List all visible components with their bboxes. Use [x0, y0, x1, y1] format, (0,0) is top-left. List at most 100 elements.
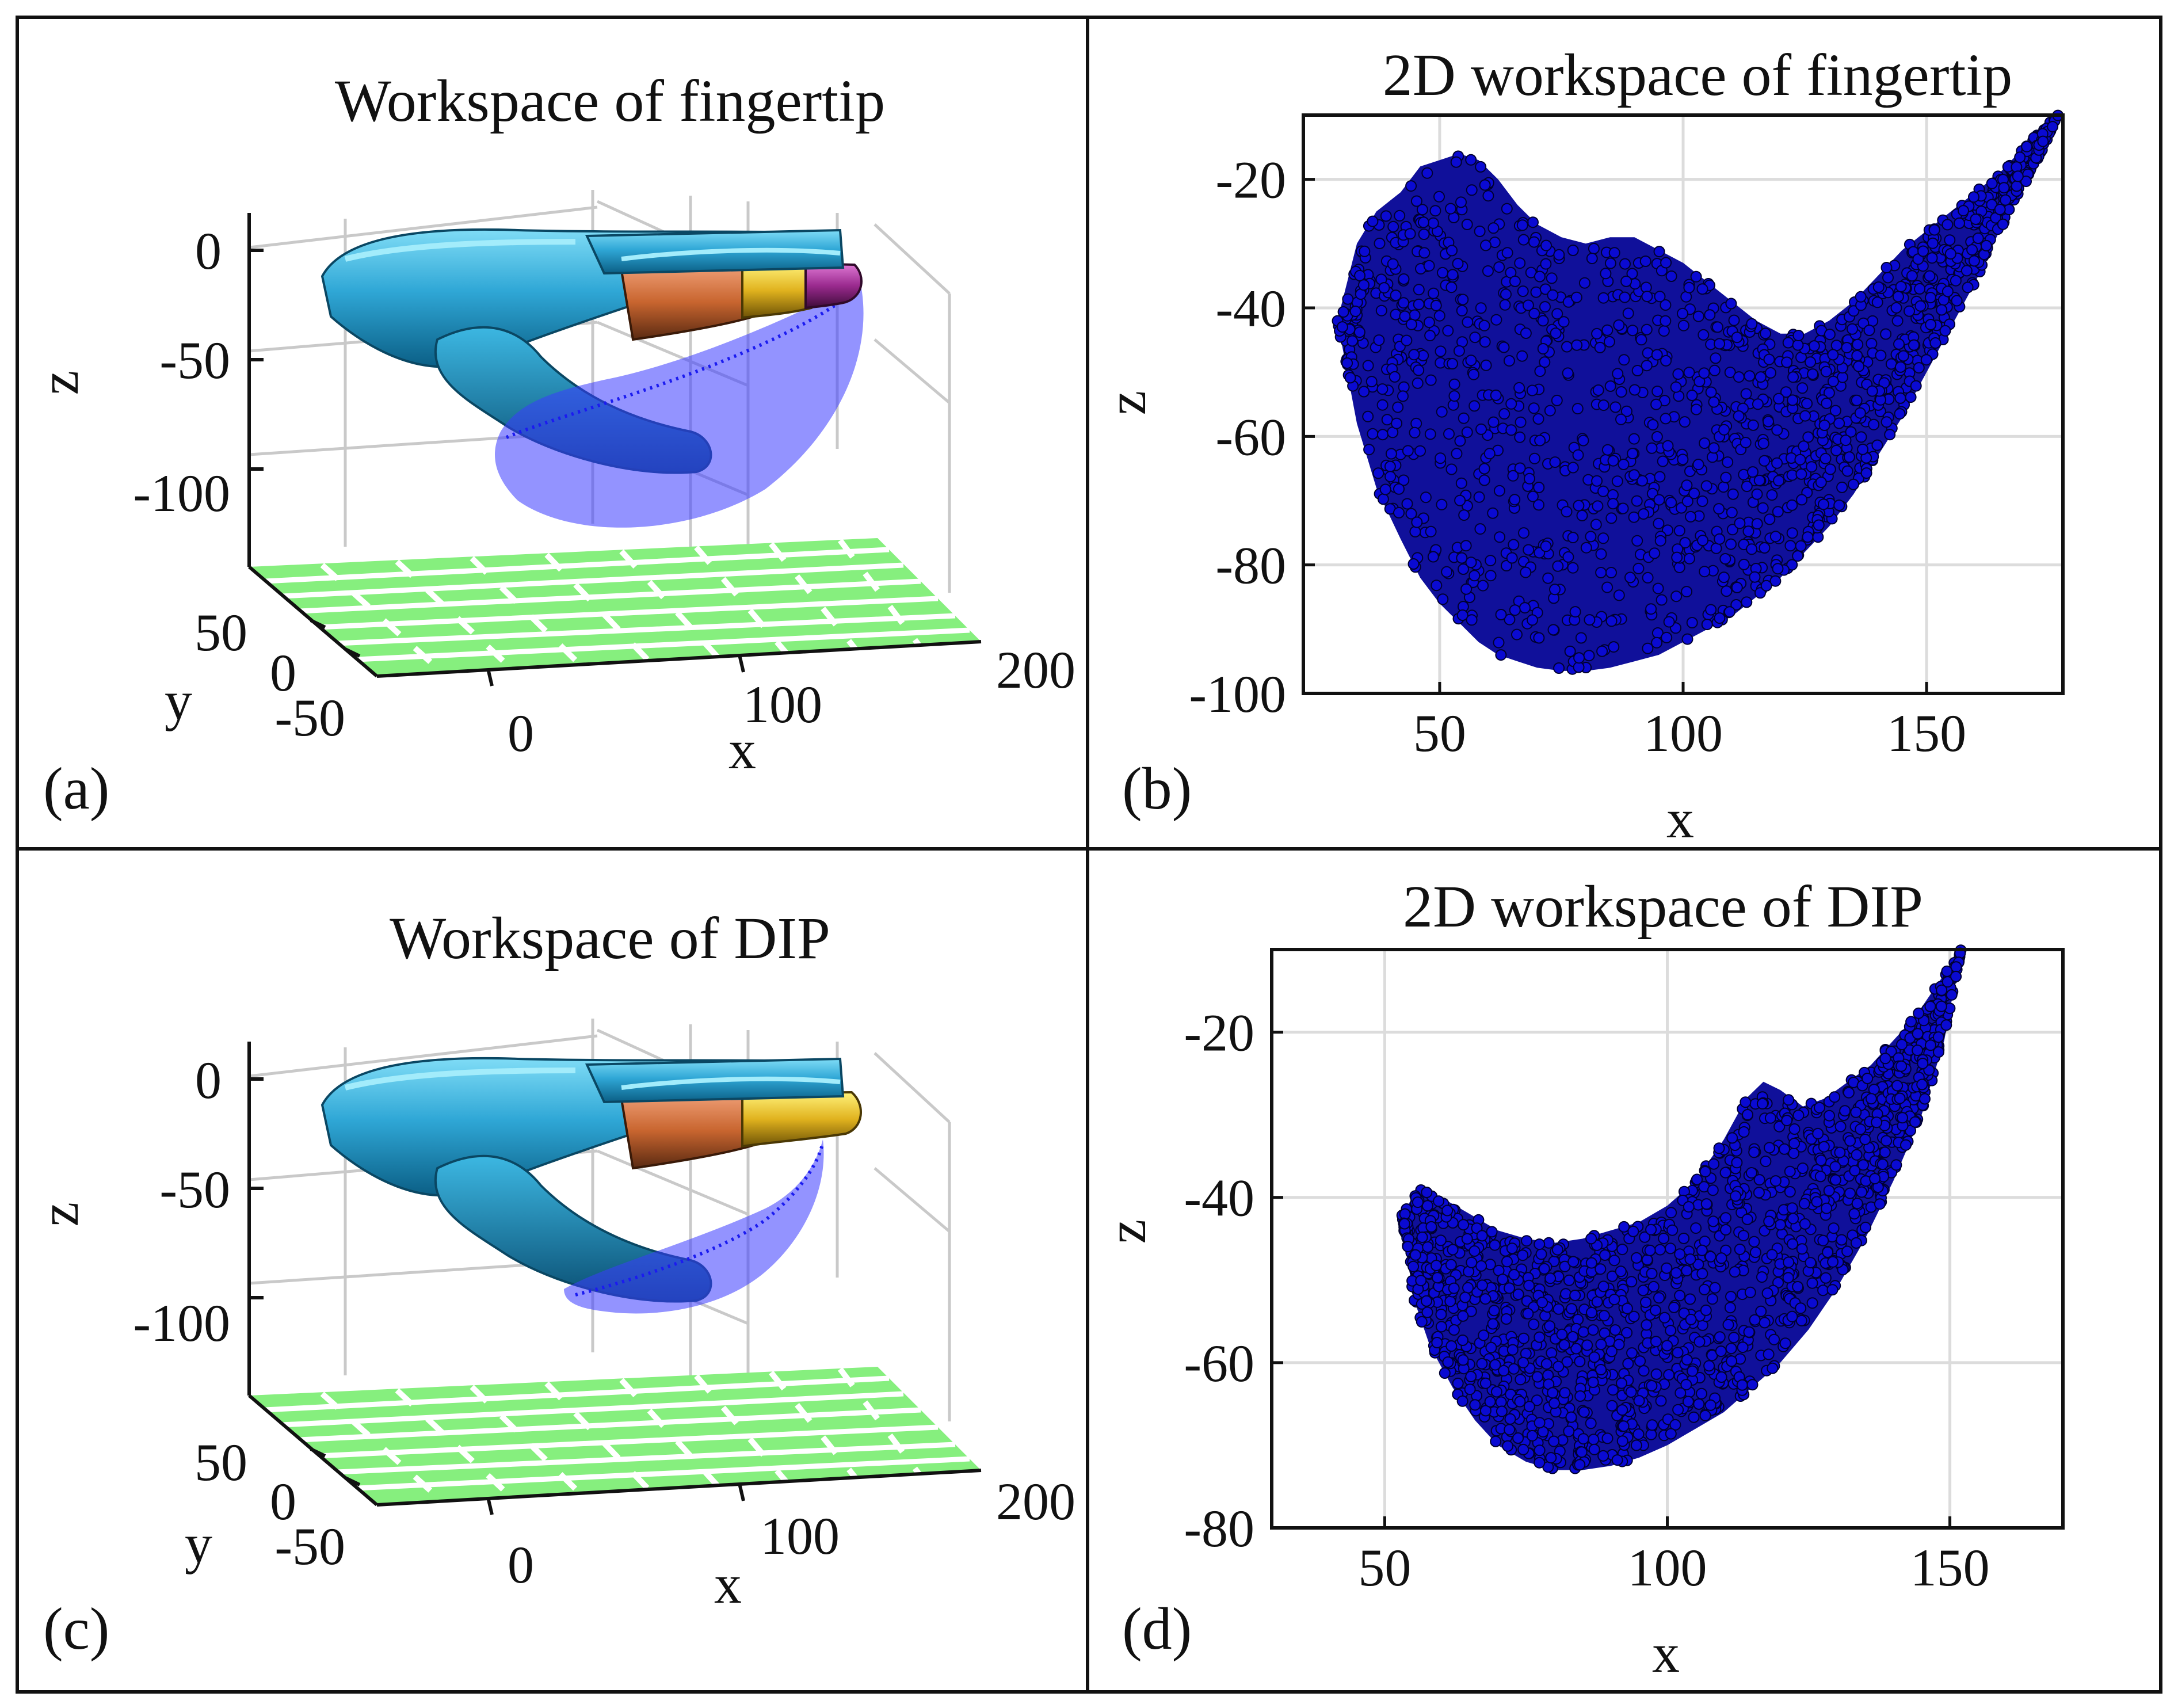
scatter-point	[1941, 219, 1954, 231]
scatter-point	[1731, 1157, 1743, 1169]
scatter-point	[1917, 1058, 1929, 1069]
scatter-point	[1708, 364, 1721, 376]
scatter-point	[1613, 1339, 1625, 1351]
scatter-point	[1397, 390, 1409, 402]
scatter-point	[1476, 1230, 1488, 1242]
scatter-point	[1404, 228, 1416, 240]
scatter-point	[1954, 217, 1965, 229]
scatter-point	[1941, 285, 1954, 298]
scatter-point	[1913, 1007, 1925, 1019]
scatter-point	[1520, 327, 1532, 339]
scatter-point	[1432, 1272, 1443, 1284]
scatter-point	[1587, 1377, 1599, 1388]
scatter-point	[1496, 1405, 1508, 1417]
scatter-point	[1894, 392, 1906, 404]
scatter-point	[1696, 283, 1708, 295]
scatter-point	[1700, 480, 1712, 492]
scatter-point	[1435, 1321, 1447, 1333]
scatter-point	[1650, 1368, 1662, 1380]
scatter-point	[1660, 257, 1672, 269]
scatter-point	[1621, 1326, 1633, 1339]
scatter-point	[1807, 368, 1819, 380]
scatter-point	[1428, 287, 1440, 299]
scatter-point	[1337, 306, 1349, 318]
scatter-point	[1848, 1208, 1860, 1220]
scatter-point	[1588, 243, 1600, 254]
scatter-point	[1833, 417, 1845, 429]
scatter-point	[1475, 161, 1487, 173]
panel-c-xlabel: x	[714, 1553, 742, 1615]
scatter-point	[1514, 431, 1526, 443]
scatter-point	[1489, 1239, 1501, 1251]
scatter-point	[1813, 519, 1825, 531]
scatter-point	[1522, 1307, 1534, 1320]
scatter-point	[1486, 1226, 1498, 1238]
scatter-point	[1932, 1031, 1944, 1043]
scatter-point	[1611, 475, 1623, 487]
scatter-point	[1508, 1363, 1520, 1375]
scatter-point	[1709, 1282, 1721, 1294]
scatter-point	[1500, 288, 1512, 300]
scatter-point	[1725, 1291, 1737, 1303]
scatter-point	[1634, 1355, 1646, 1367]
scatter-point	[1424, 428, 1436, 440]
panel-frame	[16, 16, 2162, 1694]
scatter-point	[1679, 537, 1691, 549]
x-tick-label-0: 50	[1358, 1538, 1411, 1597]
scatter-point	[1665, 1325, 1677, 1337]
panel-a-zlabel: z	[28, 371, 90, 395]
scatter-point	[1801, 398, 1813, 410]
scatter-point	[1820, 1272, 1832, 1284]
scatter-point	[1839, 1105, 1851, 1117]
scatter-point	[1567, 1331, 1579, 1343]
scatter-point	[1392, 401, 1404, 413]
panel-c-yticks-0: 50	[194, 1433, 247, 1492]
scatter-point	[1605, 1345, 1618, 1358]
scatter-point	[1373, 334, 1385, 346]
scatter-point	[1798, 1198, 1810, 1210]
scatter-point	[1528, 452, 1540, 464]
scatter-point	[1617, 502, 1629, 514]
scatter-point	[1924, 270, 1936, 282]
scatter-point	[1627, 1225, 1639, 1237]
y-tick-label-3: -20	[1184, 1004, 1254, 1062]
scatter-point	[1661, 631, 1673, 643]
scatter-point	[1390, 308, 1402, 321]
scatter-point	[1823, 1185, 1835, 1197]
scatter-point	[1699, 566, 1711, 578]
scatter-point	[1448, 1324, 1460, 1336]
scatter-point	[1544, 1272, 1557, 1284]
scatter-point	[1495, 649, 1507, 661]
scatter-point	[1445, 281, 1458, 293]
scatter-point	[1452, 258, 1464, 270]
scatter-point	[1455, 196, 1467, 208]
scatter-point	[1443, 428, 1455, 440]
scatter-point	[1767, 1362, 1779, 1374]
scatter-point	[1900, 1139, 1912, 1151]
scatter-point	[1824, 1110, 1835, 1122]
scatter-point	[1435, 345, 1447, 357]
scatter-point	[1588, 1351, 1600, 1363]
panel-a-title: Workspace of fingertip	[335, 68, 885, 134]
scatter-point	[1574, 1356, 1586, 1367]
scatter-point	[1477, 580, 1489, 592]
scatter-point	[1828, 1222, 1840, 1234]
scatter-point	[1362, 360, 1374, 372]
scatter-point	[1756, 1271, 1768, 1283]
panel-c-plot	[249, 1019, 981, 1515]
scatter-point	[1391, 417, 1403, 429]
scatter-point	[1484, 1396, 1496, 1408]
scatter-point	[1743, 1326, 1755, 1338]
scatter-point	[1465, 154, 1477, 166]
scatter-point	[1413, 298, 1425, 310]
scatter-point	[1784, 1186, 1796, 1198]
scatter-point	[1458, 563, 1469, 575]
scatter-point	[1665, 1207, 1677, 1219]
scatter-point	[1795, 540, 1807, 552]
scatter-point	[1607, 455, 1619, 467]
scatter-point	[1683, 1201, 1695, 1213]
scatter-point	[1714, 338, 1726, 350]
scatter-point	[1719, 553, 1731, 565]
scatter-point	[1760, 1156, 1772, 1168]
y-tick-label-2: -60	[1215, 407, 1286, 466]
